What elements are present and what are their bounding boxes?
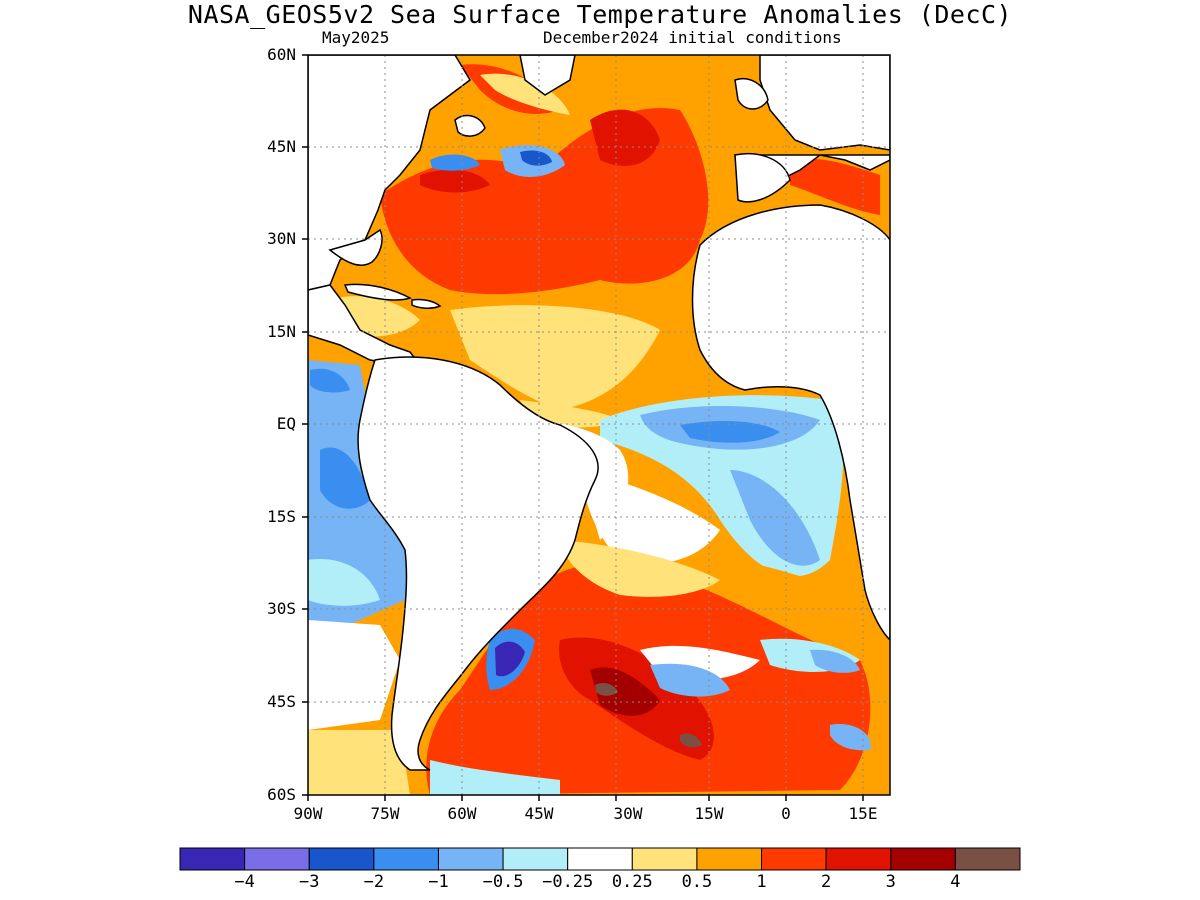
colorbar-label-1: −3 — [298, 872, 320, 892]
cool-patch-chile — [308, 559, 380, 606]
colorbar-swatch-4 — [437, 847, 504, 871]
land-hispaniola — [411, 298, 442, 309]
cold-patch-east-pacific-north — [310, 368, 350, 393]
land-newfoundland — [454, 114, 486, 137]
colorbar-label-7: 0.5 — [681, 872, 713, 892]
very-hot-patch-south-atlantic — [590, 667, 660, 716]
cool-patch-nova-scotia — [430, 154, 480, 171]
colorbar-label-8: 1 — [756, 872, 767, 892]
colorbar-swatch-6 — [567, 847, 633, 871]
extreme-patch-south-atlantic-1 — [595, 682, 618, 696]
lon-label-15w: 15W — [694, 804, 724, 823]
cold-core-gulf-of-guinea — [680, 420, 780, 443]
lat-label-15s: 15S — [267, 507, 296, 526]
land-iberia — [734, 153, 791, 203]
hot-patch-gulf-stream — [420, 169, 490, 193]
lon-label-75w: 75W — [370, 804, 400, 823]
lat-label-15n: 15N — [267, 322, 296, 341]
warm-patch-mediterranean — [790, 158, 880, 215]
land-africa — [691, 204, 890, 642]
colorbar-swatch-12 — [954, 847, 1021, 871]
cold-core-brazil-malvinas — [495, 641, 525, 677]
lon-label-0: 0 — [781, 804, 791, 823]
cool-patch-angola — [730, 470, 820, 566]
colorbar-label-10: 3 — [885, 872, 896, 892]
colorbar-label-2: −2 — [363, 872, 385, 892]
colorbar-swatch-11 — [890, 847, 956, 871]
initial-conditions-label: December2024 initial conditions — [543, 28, 842, 47]
cool-patch-south-africa — [830, 724, 871, 751]
cool-patch-drake-east — [430, 760, 560, 795]
colorbar-swatch-0 — [179, 847, 246, 871]
land-south-america — [357, 356, 599, 771]
colorbar-swatch-9 — [761, 847, 827, 871]
land-greenland — [519, 55, 576, 96]
neutral-patch-south-pacific — [308, 620, 400, 730]
extreme-patch-south-atlantic-2 — [680, 733, 702, 748]
map-frame — [307, 54, 891, 796]
colorbar-label-0: −4 — [234, 872, 255, 892]
cold-patch-newfoundland — [520, 150, 552, 166]
target-month-label: May2025 — [322, 28, 390, 47]
cool-band-south-atlantic — [650, 663, 730, 697]
lat-label-45s: 45S — [267, 692, 296, 711]
colorbar — [179, 847, 1021, 871]
land-cuba — [343, 283, 412, 301]
colorbar-swatch-2 — [308, 847, 375, 871]
lon-label-90w: 90W — [293, 804, 323, 823]
colorbar-label-11: 4 — [950, 872, 961, 892]
lat-label-45n: 45N — [267, 137, 296, 156]
colorbar-label-6: 0.25 — [611, 872, 653, 892]
cool-core-south-atlantic-east — [810, 649, 860, 673]
land-uk — [734, 78, 769, 110]
lat-label-30n: 30N — [267, 229, 296, 248]
colorbar-swatch-10 — [825, 847, 892, 871]
lat-label-eq: EQ — [276, 414, 296, 433]
lon-label-45w: 45W — [524, 804, 554, 823]
colorbar-label-9: 2 — [821, 872, 832, 892]
colorbar-swatch-7 — [631, 847, 698, 871]
axis-ticks — [302, 54, 864, 801]
warm-patch-benguela — [740, 560, 860, 620]
colorbar-swatch-1 — [244, 847, 310, 871]
lon-label-60w: 60W — [447, 804, 477, 823]
map-title: NASA_GEOS5v2 Sea Surface Temperature Ano… — [187, 0, 1013, 29]
lat-label-60n: 60N — [267, 45, 296, 64]
colorbar-label-5: −0.25 — [542, 872, 594, 892]
anomaly-field — [308, 55, 890, 795]
lat-label-30s: 30S — [267, 599, 296, 618]
hot-patch-north-atlantic — [590, 109, 660, 166]
colorbar-swatch-8 — [696, 847, 763, 871]
lon-label-15e: 15E — [848, 804, 878, 823]
graticule — [308, 55, 890, 795]
mild-patch-tropical-atlantic — [450, 305, 660, 410]
colorbar-label-3: −1 — [428, 872, 449, 892]
mild-patch-south-atlantic-north — [560, 540, 720, 597]
colorbar-label-4: −0.5 — [482, 872, 524, 892]
lon-label-30w: 30W — [613, 804, 643, 823]
colorbar-swatch-3 — [373, 847, 439, 871]
colorbar-swatch-5 — [502, 847, 569, 871]
cold-patch-peru — [320, 447, 370, 509]
mild-patch-labrador — [480, 73, 570, 115]
lat-label-60s: 60S — [267, 785, 296, 804]
